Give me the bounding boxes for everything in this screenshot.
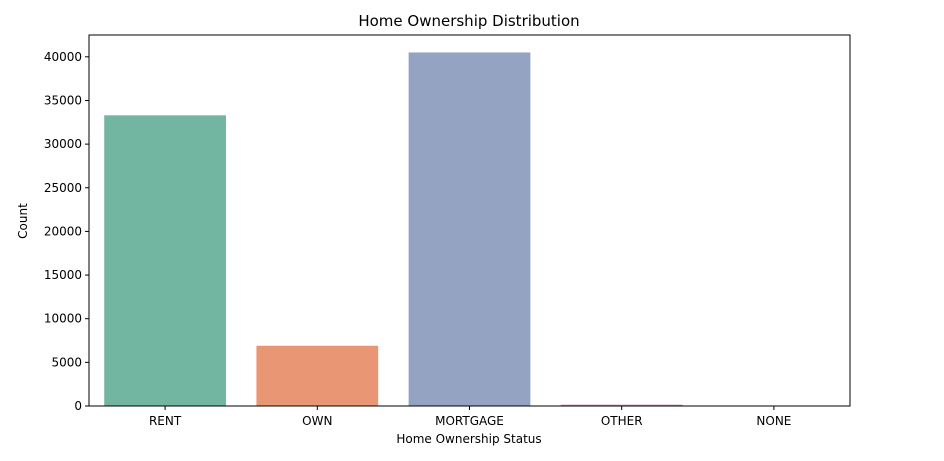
y-tick-label: 40000 [44,50,82,64]
y-tick-label: 30000 [44,137,82,151]
y-tick-label: 10000 [44,312,82,326]
y-axis-label: Count [16,203,30,239]
y-tick-label: 25000 [44,181,82,195]
bar-own [256,345,379,406]
bar-mortgage [408,52,531,406]
x-tick-label: MORTGAGE [435,414,504,428]
bars-group [104,52,835,407]
x-axis-label: Home Ownership Status [396,432,541,446]
y-tick-label: 0 [74,399,82,413]
bar-other [560,404,683,406]
bar-rent [104,115,226,407]
chart-title: Home Ownership Distribution [358,12,579,30]
x-axis-ticks: RENT OWN MORTGAGE OTHER NONE [149,406,791,428]
y-tick-label: 5000 [51,355,82,369]
y-tick-label: 35000 [44,93,82,107]
y-axis-ticks: 0 5000 10000 15000 20000 25000 30000 35000 40000 [44,50,89,413]
x-tick-label: OTHER [601,414,643,428]
x-tick-label: NONE [756,414,791,428]
y-tick-label: 20000 [44,224,82,238]
x-tick-label: OWN [302,414,332,428]
x-tick-label: RENT [149,414,182,428]
y-tick-label: 15000 [44,268,82,282]
